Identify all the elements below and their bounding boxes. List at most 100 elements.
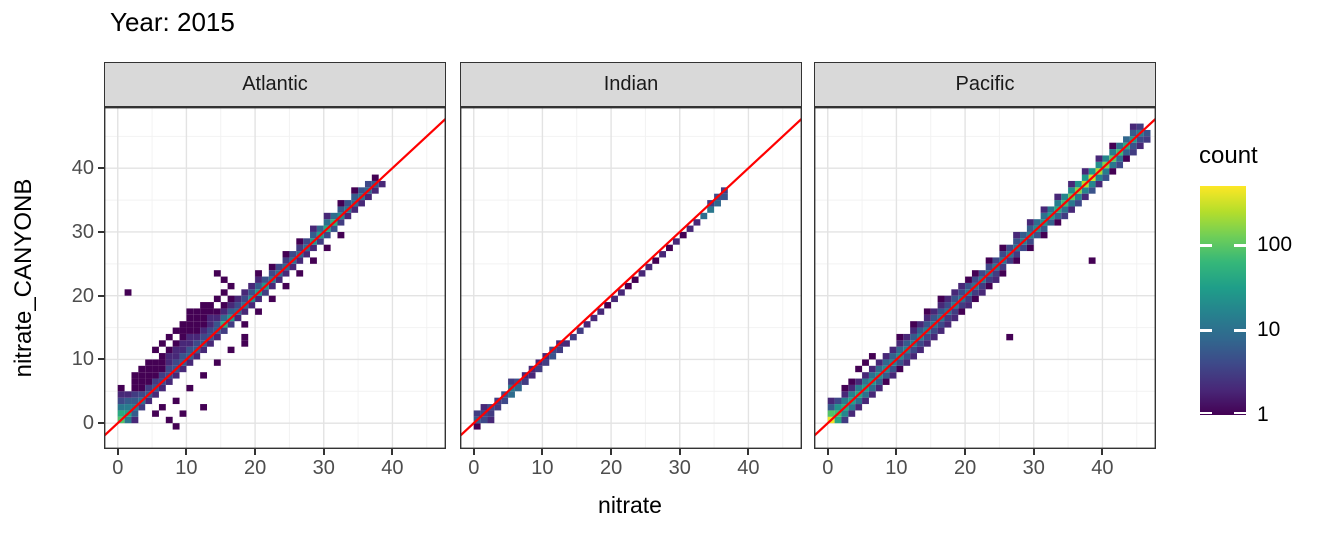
- count-bin: [1081, 174, 1089, 181]
- count-bin: [645, 263, 653, 271]
- count-bin: [923, 340, 931, 347]
- count-bin: [282, 270, 290, 277]
- count-bin: [958, 282, 966, 290]
- count-bin: [862, 397, 869, 405]
- x-tick-label: 10: [175, 457, 198, 479]
- panel-border: [814, 107, 1156, 449]
- count-bin: [179, 340, 187, 347]
- count-bin: [868, 384, 876, 392]
- count-bin: [827, 410, 835, 417]
- count-bin: [213, 314, 221, 322]
- count-bin: [255, 282, 262, 290]
- count-bin: [1136, 136, 1144, 143]
- count-bin: [179, 410, 187, 417]
- count-bin: [508, 391, 515, 398]
- count-bin: [896, 359, 904, 366]
- count-bin: [1068, 180, 1075, 188]
- count-bin: [117, 391, 125, 398]
- x-tick-label: 30: [1022, 457, 1045, 479]
- count-bin: [213, 308, 221, 315]
- count-bin: [138, 384, 146, 392]
- count-bin: [882, 372, 890, 379]
- count-bin: [145, 372, 153, 379]
- count-bin: [862, 372, 869, 379]
- count-bin: [855, 404, 863, 411]
- count-bin: [371, 174, 379, 181]
- x-tick-label: 40: [381, 457, 404, 479]
- count-bin: [965, 302, 972, 309]
- y-tick-label: 30: [71, 220, 94, 243]
- count-bin: [549, 353, 557, 360]
- count-bin: [1123, 149, 1130, 156]
- y-tick-label: 0: [82, 412, 94, 435]
- count-bin: [624, 282, 632, 290]
- count-bin: [855, 365, 863, 373]
- count-bin: [999, 251, 1007, 258]
- x-tick-mark: [964, 449, 967, 455]
- count-bin: [1143, 129, 1151, 137]
- x-tick-label: 20: [953, 457, 977, 479]
- count-bin: [1068, 187, 1075, 194]
- count-bin: [364, 193, 372, 201]
- count-bin: [882, 378, 890, 385]
- count-bin: [152, 346, 159, 354]
- count-bin: [323, 212, 331, 220]
- count-bin: [1129, 123, 1137, 130]
- count-bin: [282, 257, 290, 264]
- identity-line: [460, 117, 802, 437]
- count-bin: [213, 359, 221, 366]
- count-bin: [631, 276, 639, 283]
- count-bin: [1040, 212, 1048, 220]
- count-bin: [158, 359, 166, 366]
- count-bin: [862, 391, 869, 398]
- count-bin: [480, 404, 488, 411]
- count-bin: [124, 416, 132, 424]
- count-bin: [992, 257, 1000, 264]
- count-bin: [868, 391, 876, 398]
- count-bin: [896, 365, 904, 373]
- legend-tick-mark: [1200, 329, 1212, 332]
- count-bin: [1109, 142, 1117, 150]
- count-bin: [889, 346, 897, 354]
- count-bin: [569, 333, 577, 341]
- count-bin: [255, 308, 262, 315]
- count-bin: [152, 372, 159, 379]
- count-bin: [937, 327, 945, 334]
- count-bin: [999, 270, 1007, 277]
- count-bin: [138, 391, 146, 398]
- count-bin: [910, 346, 918, 354]
- count-bin: [179, 365, 187, 373]
- count-bin: [261, 276, 269, 283]
- count-bin: [165, 365, 173, 373]
- count-bin: [930, 333, 938, 341]
- count-bin: [213, 270, 221, 277]
- count-bin: [827, 404, 835, 411]
- count-bin: [200, 404, 208, 411]
- count-bin: [937, 321, 945, 328]
- count-bin: [992, 270, 1000, 277]
- x-tick-mark: [322, 449, 325, 455]
- count-bin: [165, 353, 173, 360]
- count-bin: [207, 340, 214, 347]
- count-bin: [1095, 174, 1103, 181]
- count-bin: [337, 219, 345, 226]
- count-bin: [186, 340, 194, 347]
- count-bin: [1040, 206, 1048, 213]
- count-bin: [604, 302, 612, 309]
- count-bin: [1081, 168, 1089, 175]
- count-bin: [234, 314, 242, 322]
- count-bin: [1061, 193, 1069, 201]
- count-bin: [965, 276, 972, 283]
- count-bin: [693, 219, 701, 226]
- count-bin: [910, 327, 918, 334]
- count-bin: [896, 340, 904, 347]
- count-bin: [165, 333, 173, 341]
- count-bin: [862, 359, 869, 366]
- y-tick-mark: [98, 167, 104, 170]
- count-bin: [528, 372, 536, 379]
- count-bin: [944, 295, 952, 303]
- count-bin: [234, 295, 242, 303]
- count-bin: [1061, 212, 1069, 220]
- count-bin: [1129, 149, 1137, 156]
- count-bin: [1129, 129, 1137, 137]
